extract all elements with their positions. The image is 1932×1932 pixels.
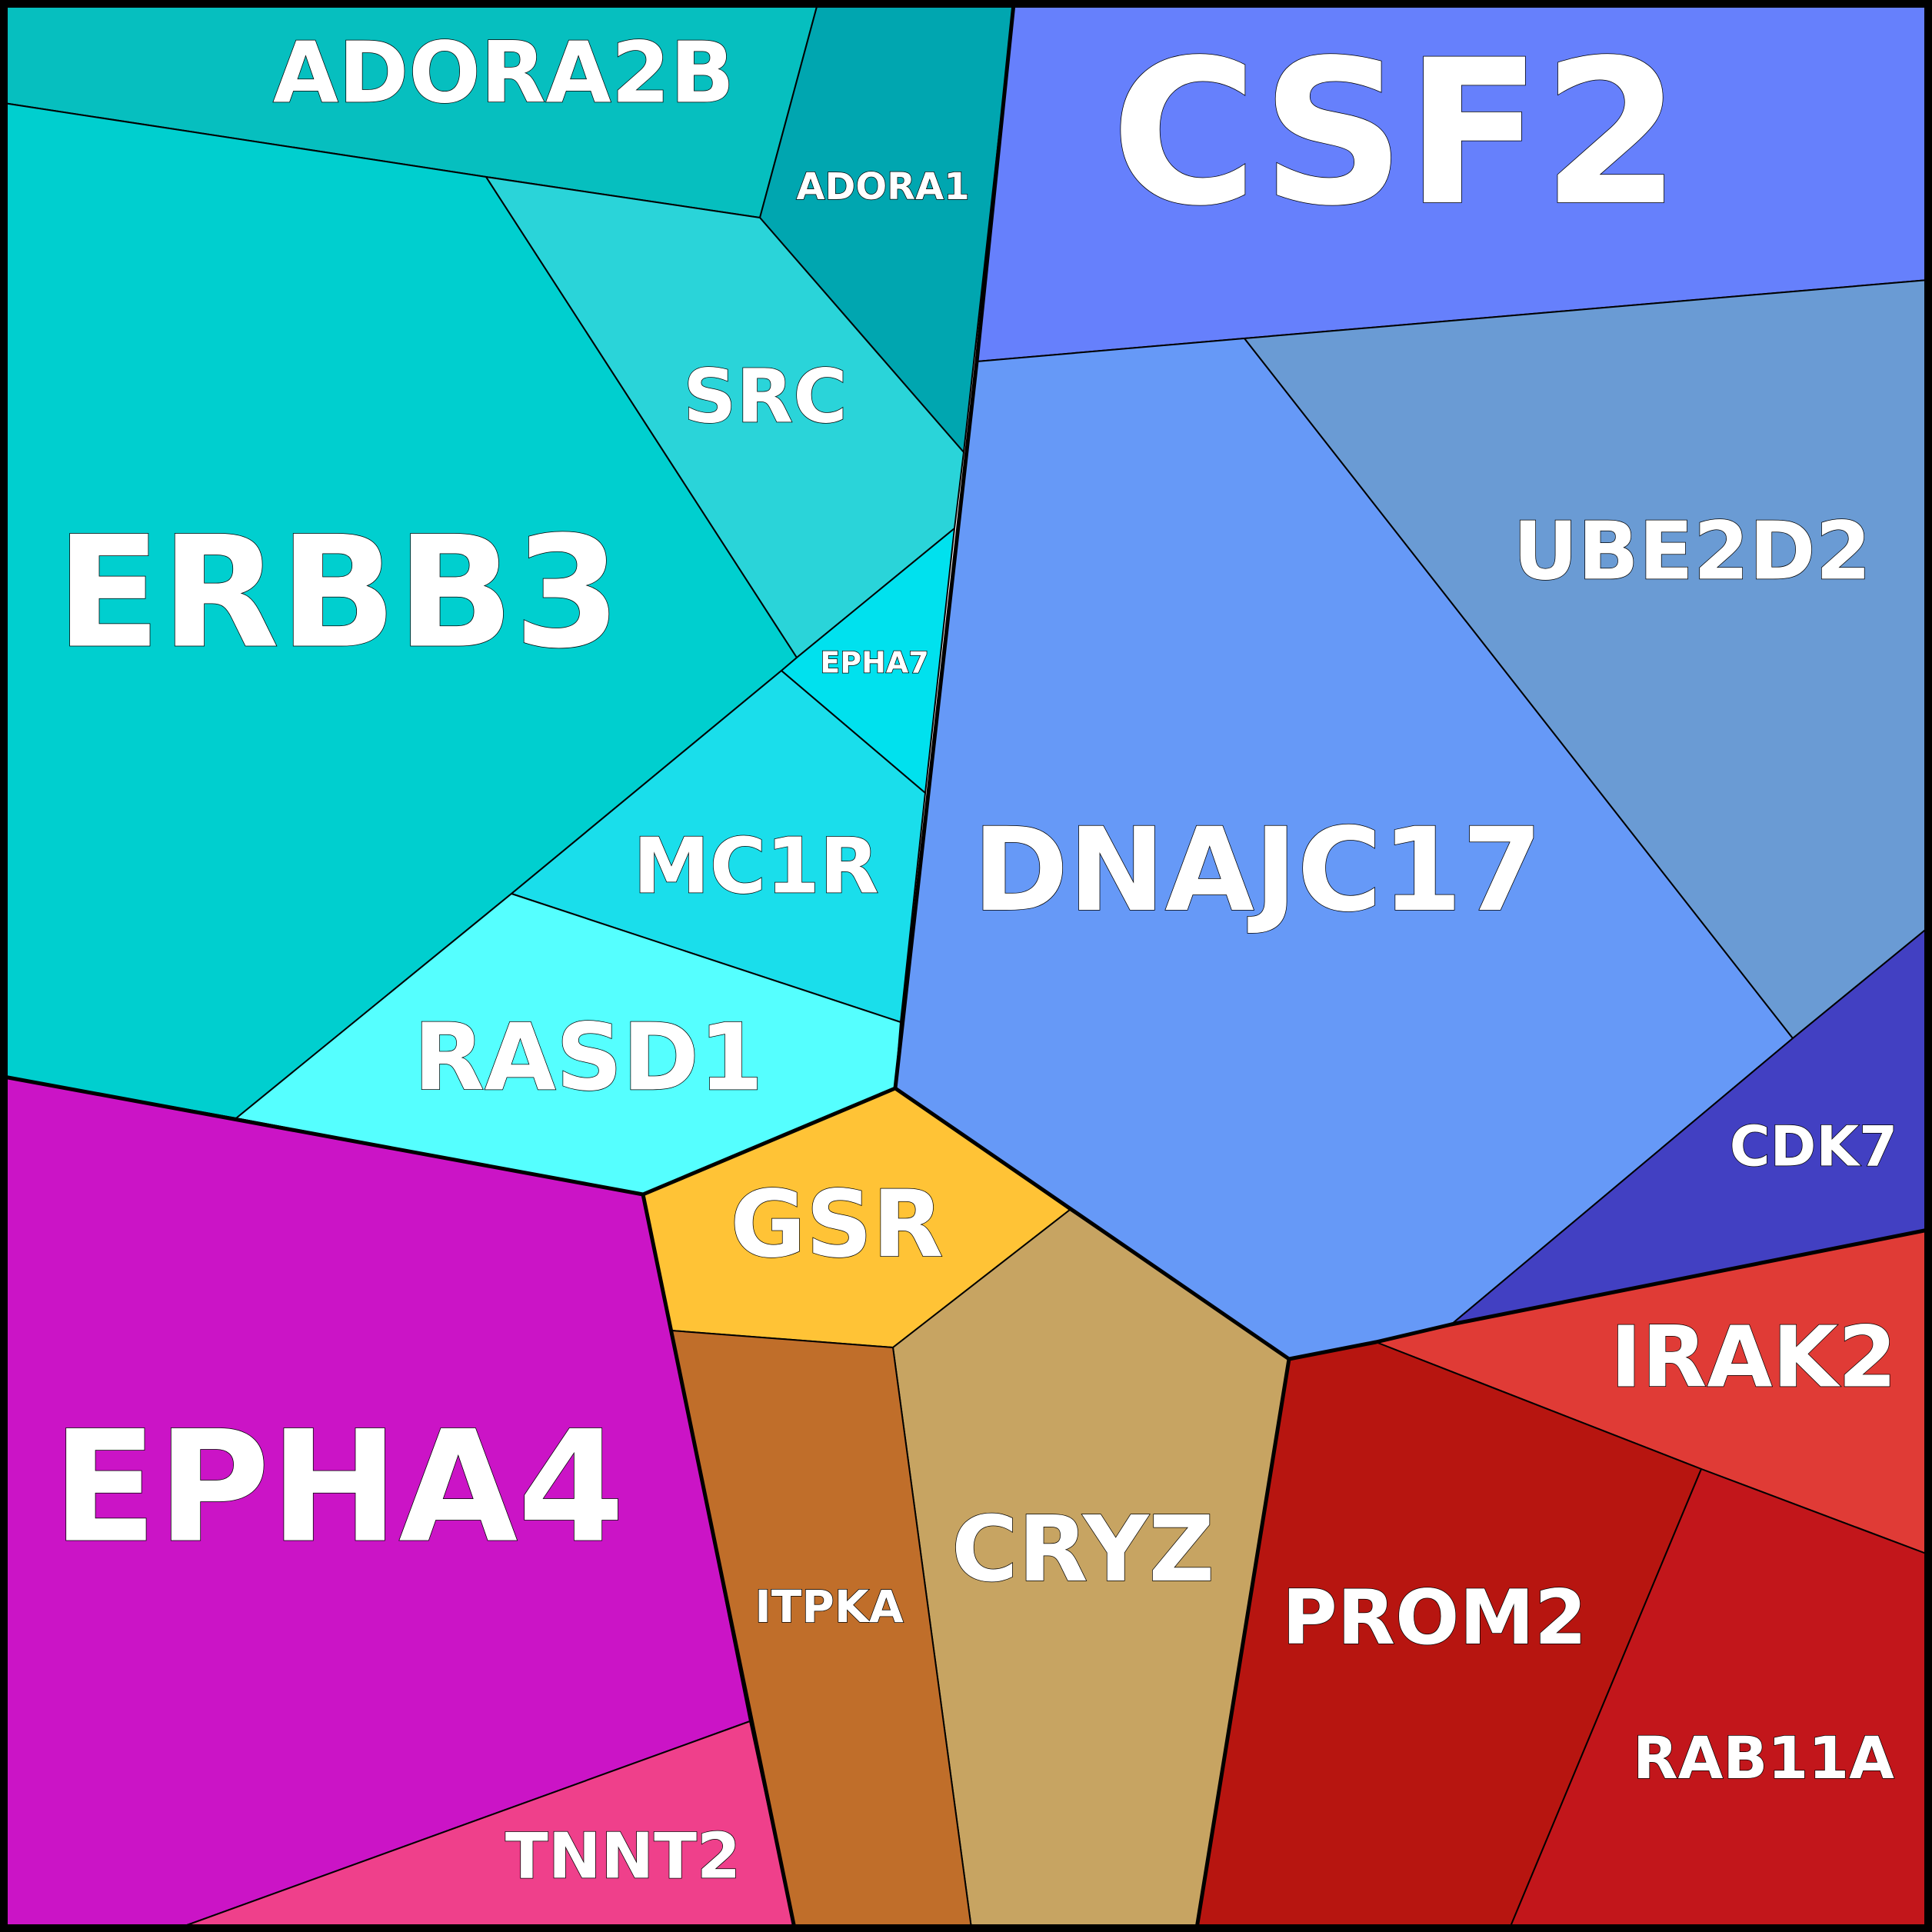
label-adora2b: ADORA2B	[273, 23, 734, 122]
label-itpka: ITPKA	[754, 1581, 904, 1633]
label-epha4: EPHA4	[52, 1398, 625, 1577]
label-rab11a: RAB11A	[1633, 1724, 1894, 1792]
label-tnnt2: TNNT2	[505, 1820, 741, 1893]
group-border-magenta-orange	[641, 1192, 797, 1930]
group-border-orange-red	[1194, 1357, 1291, 1930]
label-dnajc17: DNAJC17	[973, 804, 1543, 938]
group-border-gsr-top	[641, 1086, 1291, 1361]
group-border-cyan-blue	[893, 2, 1016, 1091]
label-erbb3: ERBB3	[56, 504, 621, 683]
group-border-blue-red	[1287, 1227, 1930, 1361]
label-rasd1: RASD1	[414, 1005, 764, 1112]
label-adora1: ADORA1	[796, 165, 969, 208]
label-mc1r: MC1R	[633, 821, 878, 911]
treemap-labels: ADORA2B ADORA1 CSF2 ERBB3 SRC EPHA7 MC1R…	[52, 17, 1898, 1894]
cell-src	[485, 176, 964, 658]
label-cryz: CRYZ	[951, 1496, 1214, 1602]
treemap-cells	[3, 3, 1929, 1929]
label-epha7: EPHA7	[820, 646, 928, 680]
label-gsr: GSR	[730, 1172, 943, 1279]
label-src: SRC	[683, 353, 848, 439]
label-ube2d2: UBE2D2	[1513, 504, 1871, 598]
label-cdk7: CDK7	[1730, 1114, 1898, 1179]
group-border-cyan-magenta	[2, 1074, 645, 1197]
label-prom2: PROM2	[1282, 1574, 1587, 1662]
label-irak2: IRAK2	[1611, 1307, 1897, 1406]
label-csf2: CSF2	[1111, 18, 1681, 250]
